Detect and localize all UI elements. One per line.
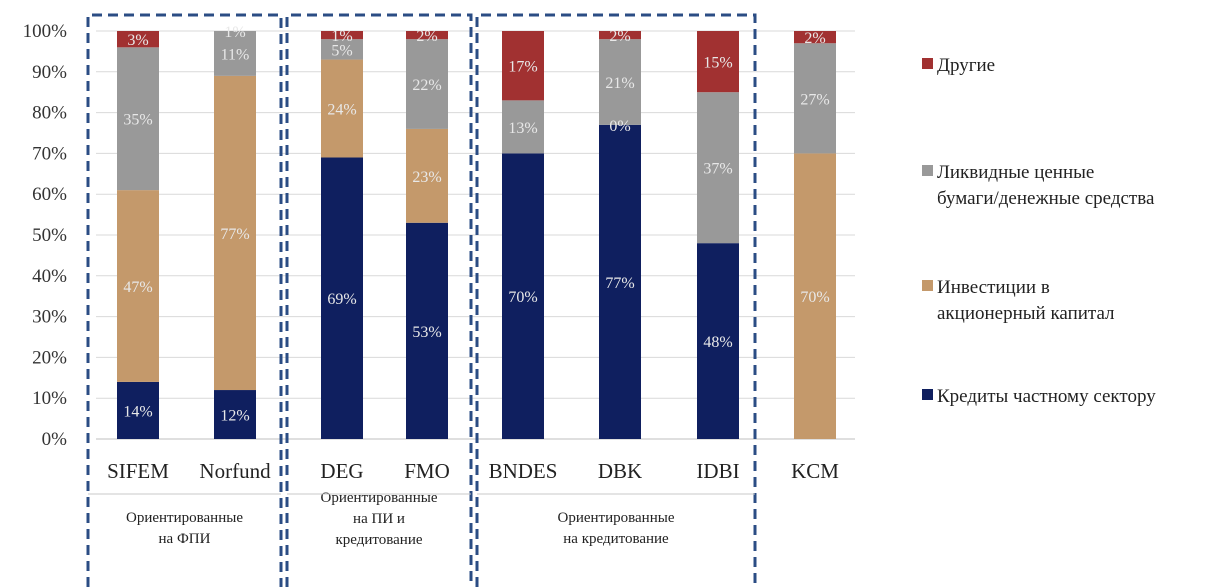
bar-segment [697,92,739,244]
y-tick-label: 30% [32,307,67,328]
y-tick-label: 100% [23,21,68,42]
data-label: 35% [123,112,152,129]
bar-segment [599,124,641,439]
data-label: 13% [508,120,537,137]
group-label: Ориентированные на ФПИ [126,510,243,547]
bar-segment [321,39,363,60]
y-tick-label: 80% [32,103,67,124]
bar-segment [117,31,159,48]
data-label: 70% [508,289,537,306]
x-tick-label: FMO [404,459,450,483]
legend-label: Кредиты частному сектору [937,386,1156,407]
data-label: 27% [800,91,829,108]
bar-segment [697,31,739,93]
bar-segment [321,59,363,158]
data-label: 70% [800,289,829,306]
bar-segment [321,157,363,440]
y-tick-label: 10% [32,388,67,409]
data-label: 1% [331,28,352,45]
bar-segment [406,31,448,40]
x-tick-label: SIFEM [107,459,169,483]
y-tick-label: 20% [32,347,67,368]
data-label: 11% [221,46,250,63]
bar-segment [794,31,836,44]
bar-segment [117,47,159,191]
data-label: 3% [127,32,148,49]
group-label: Ориентированные на кредитование [558,510,675,547]
data-label: 2% [804,30,825,47]
data-label: 47% [123,279,152,296]
bar-segment [599,31,641,40]
bar-segment [794,153,836,439]
bar-segment [406,39,448,129]
bar-segment [117,381,159,439]
data-label: 1% [224,24,245,41]
x-tick-label: DBK [598,459,642,483]
bar-segment [214,390,256,439]
data-label: 53% [412,324,441,341]
data-label: 17% [508,59,537,76]
y-tick-label: 40% [32,266,67,287]
data-label: 77% [220,226,249,243]
x-tick-label: KCM [791,459,839,483]
bar-segment [406,222,448,439]
data-label: 2% [609,28,630,45]
data-label: 77% [605,275,634,292]
group-box [475,13,757,587]
data-label: 12% [220,408,249,425]
data-label: 0% [609,118,630,135]
data-label: 24% [327,102,356,119]
bar-segment [214,75,256,391]
y-tick-label: 50% [32,225,67,246]
y-tick-label: 0% [42,429,68,450]
legend-swatch [922,165,933,176]
y-tick-label: 90% [32,62,67,83]
data-label: 15% [703,55,732,72]
data-label: 69% [327,291,356,308]
legend-label: Инвестиции в акционерный капитал [937,277,1115,324]
x-tick-label: BNDES [489,459,558,483]
y-tick-label: 70% [32,143,67,164]
group-label: Ориентированные на ПИ и кредитование [321,490,438,548]
legend-swatch [922,389,933,400]
y-tick-label: 60% [32,184,67,205]
x-tick-label: IDBI [696,459,739,483]
data-label: 14% [123,403,152,420]
data-label: 37% [703,161,732,178]
bar-segment [697,243,739,439]
bar-segment [502,153,544,439]
group-box [285,13,473,587]
bar-segment [599,39,641,125]
data-label: 22% [412,77,441,94]
bar-segment [406,128,448,223]
bar-segment [502,100,544,154]
x-tick-label: Norfund [199,459,271,483]
bar-segment [502,31,544,101]
bar-segment [321,31,363,40]
legend-label: Ликвидные ценные бумаги/денежные средства [937,162,1155,209]
legend-swatch [922,58,933,69]
bar-segment [214,31,256,76]
x-tick-label: DEG [320,459,363,483]
bar-segment [117,190,159,382]
bar-segment [794,43,836,154]
legend-swatch [922,280,933,291]
data-label: 5% [331,42,352,59]
data-label: 2% [416,28,437,45]
data-label: 48% [703,334,732,351]
legend-label: Другие [937,55,995,76]
data-label: 21% [605,75,634,92]
data-label: 23% [412,169,441,186]
